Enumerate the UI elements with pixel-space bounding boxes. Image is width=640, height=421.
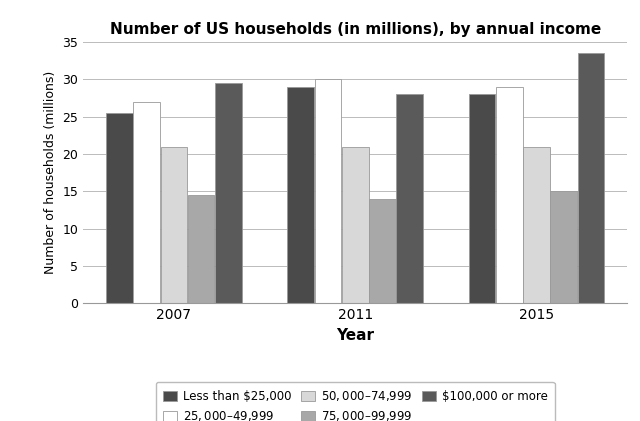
Bar [287,87,314,303]
Bar [188,195,214,303]
X-axis label: Year: Year [336,328,374,343]
Bar [133,102,160,303]
Bar [215,83,241,303]
Legend: Less than $25,000, $25,000–$49,999, $50,000–$74,999, $75,000–$99,999, $100,000 o: Less than $25,000, $25,000–$49,999, $50,… [156,382,555,421]
Bar [496,87,523,303]
Title: Number of US households (in millions), by annual income: Number of US households (in millions), b… [109,22,601,37]
Bar [315,80,341,303]
Bar [342,147,369,303]
Bar [578,53,604,303]
Bar [396,94,423,303]
Bar [469,94,495,303]
Bar [106,113,132,303]
Bar [161,147,187,303]
Y-axis label: Number of households (millions): Number of households (millions) [44,71,57,274]
Bar [524,147,550,303]
Bar [369,199,396,303]
Bar [550,191,577,303]
